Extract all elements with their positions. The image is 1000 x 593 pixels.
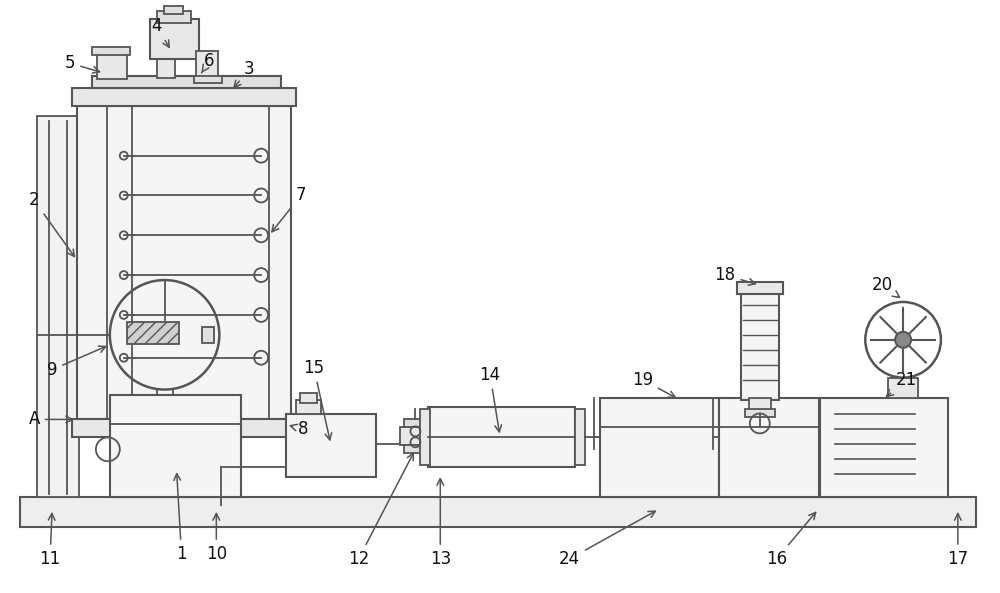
Text: 13: 13: [430, 479, 451, 568]
Bar: [749, 397, 771, 413]
Bar: [97, 51, 127, 79]
Bar: [719, 397, 819, 497]
Bar: [72, 419, 296, 437]
Text: 19: 19: [632, 371, 675, 397]
Bar: [155, 471, 173, 481]
Text: 17: 17: [947, 514, 968, 568]
Bar: [151, 481, 177, 489]
Text: 24: 24: [559, 511, 655, 568]
Bar: [157, 11, 191, 23]
Text: A: A: [29, 410, 72, 428]
Text: 4: 4: [151, 17, 169, 47]
Bar: [404, 419, 426, 428]
Bar: [196, 51, 218, 79]
Text: 14: 14: [479, 366, 502, 432]
Bar: [745, 410, 775, 417]
Circle shape: [895, 332, 911, 347]
Bar: [575, 410, 585, 465]
Bar: [194, 76, 222, 83]
Text: 1: 1: [174, 474, 187, 563]
Bar: [202, 327, 214, 343]
Text: 15: 15: [303, 359, 332, 440]
Bar: [92, 76, 281, 88]
Bar: [404, 445, 426, 453]
Bar: [72, 88, 296, 106]
Bar: [300, 393, 317, 403]
Bar: [600, 397, 719, 497]
Bar: [400, 428, 430, 445]
Text: 6: 6: [202, 52, 215, 73]
Bar: [20, 497, 976, 527]
Bar: [150, 20, 199, 59]
Text: 18: 18: [714, 266, 755, 285]
Bar: [164, 7, 183, 14]
Text: 2: 2: [29, 192, 74, 257]
Text: 10: 10: [206, 514, 227, 563]
Bar: [157, 56, 175, 78]
Bar: [420, 410, 430, 465]
Text: 11: 11: [39, 514, 61, 568]
Bar: [820, 397, 948, 497]
Text: 20: 20: [872, 276, 899, 297]
Text: 12: 12: [348, 453, 413, 568]
Bar: [286, 415, 376, 477]
Bar: [92, 47, 130, 55]
Text: 16: 16: [766, 512, 816, 568]
Bar: [127, 322, 179, 344]
Text: 21: 21: [887, 371, 917, 397]
Bar: [888, 378, 918, 397]
Bar: [428, 407, 575, 467]
Bar: [741, 290, 779, 400]
Text: 3: 3: [234, 60, 254, 88]
Text: 5: 5: [65, 54, 100, 73]
Bar: [37, 116, 79, 497]
Text: 7: 7: [272, 186, 306, 232]
Bar: [296, 400, 321, 415]
Bar: [110, 394, 241, 497]
Text: 9: 9: [47, 346, 106, 379]
Bar: [737, 282, 783, 294]
Bar: [77, 106, 291, 419]
Text: 8: 8: [290, 420, 308, 438]
